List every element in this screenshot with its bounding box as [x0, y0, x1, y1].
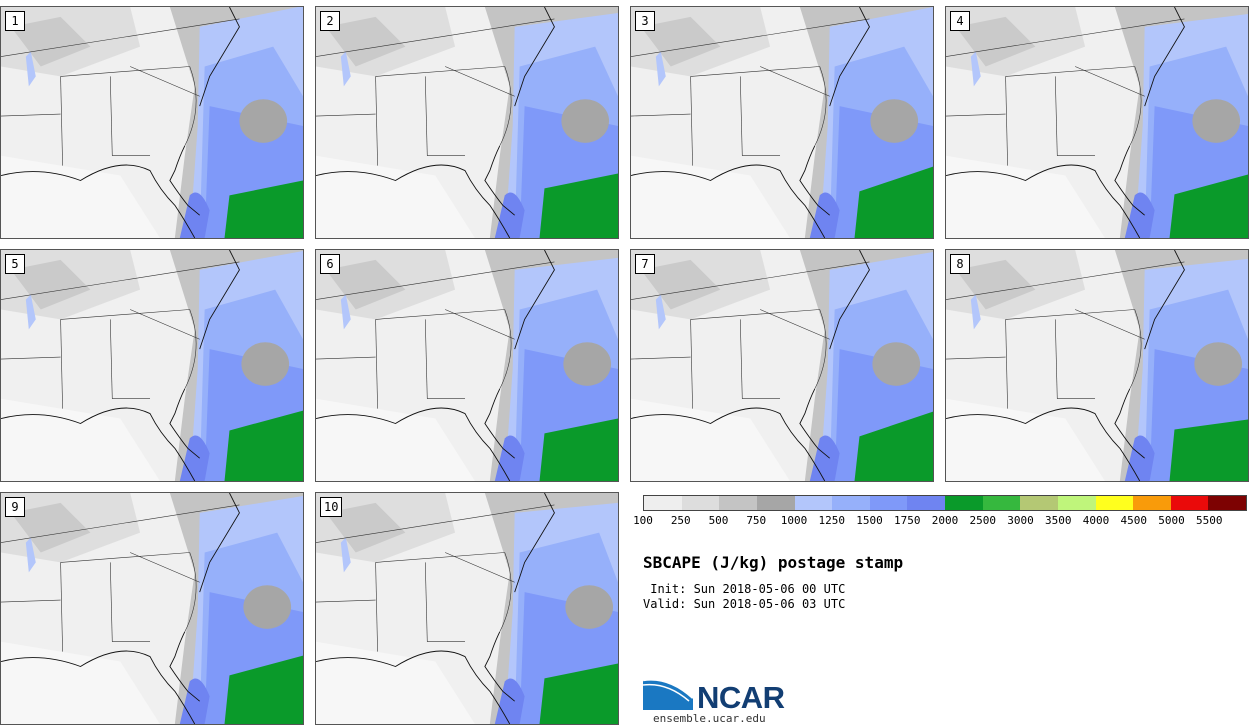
- ncar-logo-text: NCAR: [697, 680, 785, 715]
- colorbar-swatch: [1170, 496, 1209, 510]
- stamp-panel: 6: [315, 249, 619, 482]
- colorbar-tick-label: 1500: [856, 514, 883, 527]
- member-number: 3: [635, 11, 655, 31]
- colorbar-swatch: [644, 496, 682, 510]
- colorbar: [643, 495, 1247, 511]
- colorbar-swatch: [1020, 496, 1058, 510]
- forecast-map: [631, 250, 933, 481]
- member-number: 6: [320, 254, 340, 274]
- colorbar-swatch: [982, 496, 1021, 510]
- colorbar-tick-label: 1750: [894, 514, 921, 527]
- forecast-map: [1, 250, 303, 481]
- member-number: 9: [5, 497, 25, 517]
- member-number: 2: [320, 11, 340, 31]
- member-number: 4: [950, 11, 970, 31]
- colorbar-tick-label: 3000: [1007, 514, 1034, 527]
- stamp-panel: 10: [315, 492, 619, 725]
- valid-time: Valid: Sun 2018-05-06 03 UTC: [643, 597, 846, 611]
- colorbar-swatch: [1133, 496, 1171, 510]
- colorbar-swatch: [832, 496, 870, 510]
- colorbar-tick-label: 4000: [1082, 514, 1110, 527]
- member-number: 7: [635, 254, 655, 274]
- colorbar-tick-label: 1250: [818, 514, 846, 527]
- stamp-panel: 5: [0, 249, 304, 482]
- website-label: ensemble.ucar.edu: [653, 712, 766, 725]
- member-number: 1: [5, 11, 25, 31]
- member-number: 10: [320, 497, 343, 517]
- init-time: Init: Sun 2018-05-06 00 UTC: [643, 582, 846, 596]
- stamp-panel: 8: [945, 249, 1249, 482]
- stamp-panel: 2: [315, 6, 619, 239]
- colorbar-tick-label: 2000: [931, 514, 959, 527]
- colorbar-swatch: [794, 496, 833, 510]
- colorbar-tick-label: 5000: [1158, 514, 1185, 527]
- colorbar-swatch: [1057, 496, 1096, 510]
- member-number: 8: [950, 254, 970, 274]
- member-number: 5: [5, 254, 25, 274]
- colorbar-tick-label: 3500: [1045, 514, 1072, 527]
- colorbar-tick-label: 1000: [780, 514, 808, 527]
- colorbar-swatch: [907, 496, 945, 510]
- stamp-panel: 3: [630, 6, 934, 239]
- colorbar-tick-label: 100: [633, 514, 653, 527]
- colorbar-tick-label: 2500: [969, 514, 997, 527]
- colorbar-swatch: [869, 496, 908, 510]
- colorbar-tick-label: 4500: [1120, 514, 1148, 527]
- chart-title: SBCAPE (J/kg) postage stamp: [643, 553, 904, 572]
- forecast-map: [631, 7, 933, 238]
- colorbar-tick-label: 750: [746, 514, 767, 527]
- colorbar-swatch: [1208, 496, 1246, 510]
- forecast-map: [1, 493, 303, 724]
- stamp-panel: 7: [630, 249, 934, 482]
- colorbar-labels: 100 250 500 750 1000 1250 1500 1750 2000 2500 3000…: [0, 514, 1260, 528]
- colorbar-swatch: [756, 496, 795, 510]
- colorbar-tick-label: 500: [708, 514, 729, 527]
- colorbar-swatch: [945, 496, 983, 510]
- forecast-map: [946, 7, 1248, 238]
- forecast-map: [316, 493, 618, 724]
- colorbar-swatch: [719, 496, 757, 510]
- colorbar-tick-label: 250: [670, 514, 691, 527]
- stamp-panel: 9: [0, 492, 304, 725]
- stamp-panel: 1: [0, 6, 304, 239]
- stamp-panel: 4: [945, 6, 1249, 239]
- colorbar-swatch: [681, 496, 720, 510]
- forecast-map: [316, 250, 618, 481]
- colorbar-swatch: [1095, 496, 1134, 510]
- forecast-map: [946, 250, 1248, 481]
- colorbar-tick-label: 5500: [1196, 514, 1223, 527]
- ncar-logo-icon: [643, 678, 694, 710]
- forecast-map: [316, 7, 618, 238]
- forecast-map: [1, 7, 303, 238]
